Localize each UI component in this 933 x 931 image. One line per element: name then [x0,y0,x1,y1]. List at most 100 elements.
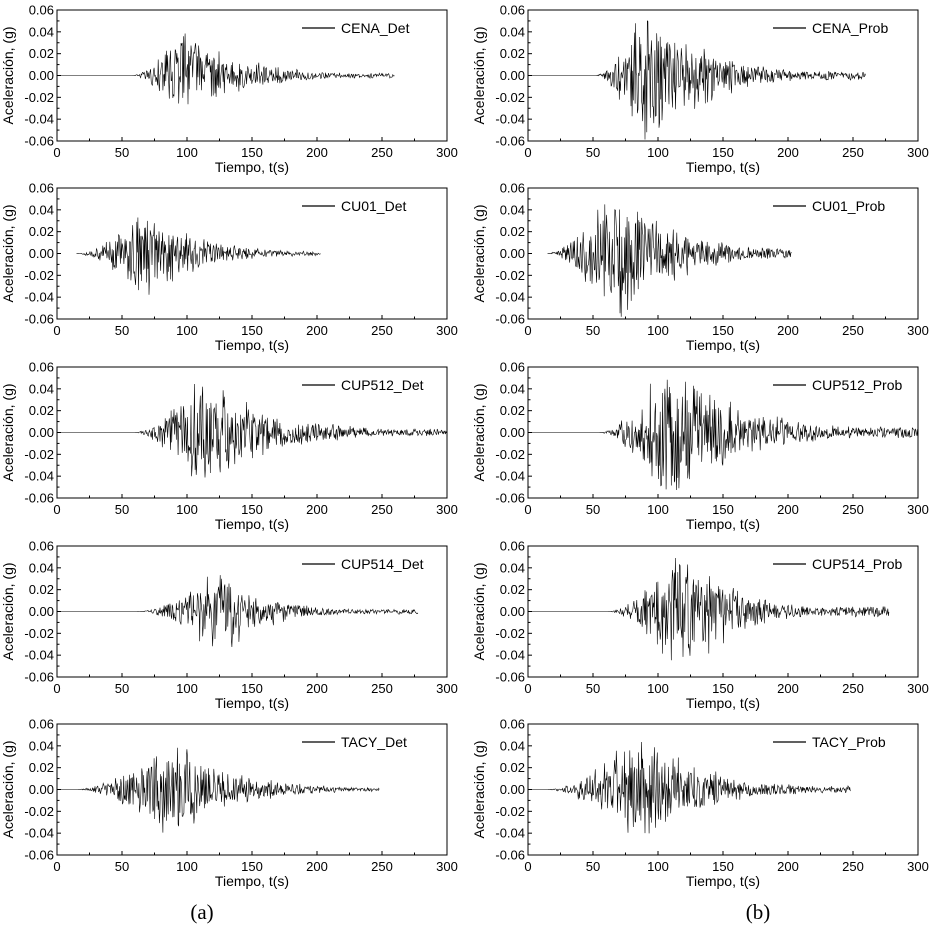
x-tick-label: 100 [176,323,198,338]
acceleration-trace [528,741,851,834]
x-tick-label: 200 [306,502,328,517]
x-tick-label: 300 [907,323,929,338]
x-tick-label: 200 [777,323,799,338]
caption-a: (a) [190,900,214,924]
panel-cu01-prob: 0.06 0.04 0.02 0.00 -0.02 -0.04 -0.060 50 100 150… [471,181,929,354]
x-tick-label: 50 [586,323,600,338]
x-tick-label: 300 [436,502,458,517]
acceleration-trace [528,557,890,661]
x-tick-label: 300 [907,681,929,696]
y-axis-label: Aceleración, (g) [471,383,487,481]
panel-cup514-det: 0.06 0.04 0.02 0.00 -0.02 -0.04 -0.060 50 100 150… [0,539,458,712]
panel-cup514-prob: 0.06 0.04 0.02 0.00 -0.02 -0.04 -0.060 50 100 150… [471,539,929,712]
acceleration-trace [547,204,792,317]
x-tick-label: 150 [712,145,734,160]
y-tick-label: -0.02 [24,626,54,641]
y-tick-label: -0.04 [495,112,525,127]
x-axis-label: Tiempo, t(s) [215,159,289,175]
x-axis-label: Tiempo, t(s) [215,695,289,711]
acceleration-trace [57,383,447,478]
y-tick-label: -0.04 [495,648,525,663]
y-tick-label: 0.00 [29,782,54,797]
y-tick-label: 0.04 [29,738,54,753]
x-axis-label: Tiempo, t(s) [686,873,760,889]
y-axis-label: Aceleración, (g) [0,562,16,660]
panel-cup512-det: 0.06 0.04 0.02 0.00 -0.02 -0.04 -0.060 50 100 150… [0,360,458,533]
x-tick-label: 50 [115,323,129,338]
x-tick-label: 50 [115,859,129,874]
x-tick-label: 100 [647,145,669,160]
x-tick-label: 300 [907,502,929,517]
acceleration-trace [57,747,380,833]
x-axis-label: Tiempo, t(s) [686,516,760,532]
x-tick-label: 50 [586,681,600,696]
y-tick-label: 0.04 [500,381,525,396]
panel-tacy-prob: 0.06 0.04 0.02 0.00 -0.02 -0.04 -0.060 50 100 150… [471,717,929,890]
legend-label: CUP514_Det [341,556,424,572]
y-tick-label: -0.02 [495,90,525,105]
y-tick-label: 0.06 [500,360,525,375]
y-tick-label: 0.00 [500,246,525,261]
y-tick-label: -0.04 [24,290,54,305]
y-tick-label: -0.06 [24,670,54,685]
x-tick-label: 150 [241,859,263,874]
x-tick-label: 150 [712,859,734,874]
y-tick-label: 0.00 [29,68,54,83]
y-tick-label: -0.06 [24,848,54,863]
y-axis-label: Aceleración, (g) [471,26,487,124]
y-tick-label: 0.04 [29,560,54,575]
x-tick-label: 300 [907,859,929,874]
y-tick-label: 0.00 [500,782,525,797]
x-axis-label: Tiempo, t(s) [686,695,760,711]
x-tick-label: 0 [53,859,60,874]
x-tick-label: 0 [524,681,531,696]
x-tick-label: 100 [176,859,198,874]
x-tick-label: 100 [647,859,669,874]
y-tick-label: 0.06 [29,360,54,375]
x-tick-label: 200 [777,681,799,696]
x-tick-label: 200 [306,859,328,874]
x-tick-label: 250 [842,145,864,160]
y-tick-label: -0.04 [495,826,525,841]
x-tick-label: 150 [241,145,263,160]
y-tick-label: 0.00 [500,68,525,83]
y-tick-label: 0.04 [29,24,54,39]
y-tick-label: 0.06 [500,539,525,554]
y-tick-label: -0.02 [24,90,54,105]
panel-cena-det: 0.06 0.04 0.02 0.00 -0.02 -0.04 -0.060 50 100 150… [0,3,458,176]
legend-label: CUP512_Det [341,377,424,393]
y-tick-label: -0.06 [24,134,54,149]
legend-label: TACY_Prob [812,734,886,750]
y-tick-label: -0.06 [495,848,525,863]
panel-cup512-prob: 0.06 0.04 0.02 0.00 -0.02 -0.04 -0.060 50 100 150… [471,360,929,533]
x-tick-label: 300 [436,681,458,696]
y-tick-label: 0.02 [29,224,54,239]
y-tick-label: 0.00 [29,425,54,440]
y-tick-label: -0.06 [495,312,525,327]
acceleration-trace [528,379,918,491]
x-tick-label: 150 [241,323,263,338]
legend-label: CENA_Det [341,20,410,36]
legend-label: CENA_Prob [812,20,888,36]
x-tick-label: 50 [586,859,600,874]
y-axis-label: Aceleración, (g) [471,740,487,838]
y-tick-label: 0.02 [29,582,54,597]
y-tick-label: -0.02 [495,626,525,641]
y-tick-label: 0.04 [500,24,525,39]
legend-label: CUP512_Prob [812,377,902,393]
x-tick-label: 200 [306,681,328,696]
y-tick-label: 0.06 [500,181,525,196]
y-tick-label: -0.02 [495,268,525,283]
y-tick-label: -0.06 [24,312,54,327]
caption-b: (b) [745,900,771,924]
y-tick-label: 0.04 [29,381,54,396]
x-axis-label: Tiempo, t(s) [686,159,760,175]
y-tick-label: 0.02 [500,224,525,239]
legend-label: CU01_Det [341,198,406,214]
y-tick-label: 0.00 [29,604,54,619]
y-tick-label: 0.06 [500,717,525,732]
y-tick-label: 0.04 [500,202,525,217]
y-tick-label: 0.02 [500,582,525,597]
y-tick-label: 0.06 [29,539,54,554]
y-tick-label: -0.04 [24,648,54,663]
